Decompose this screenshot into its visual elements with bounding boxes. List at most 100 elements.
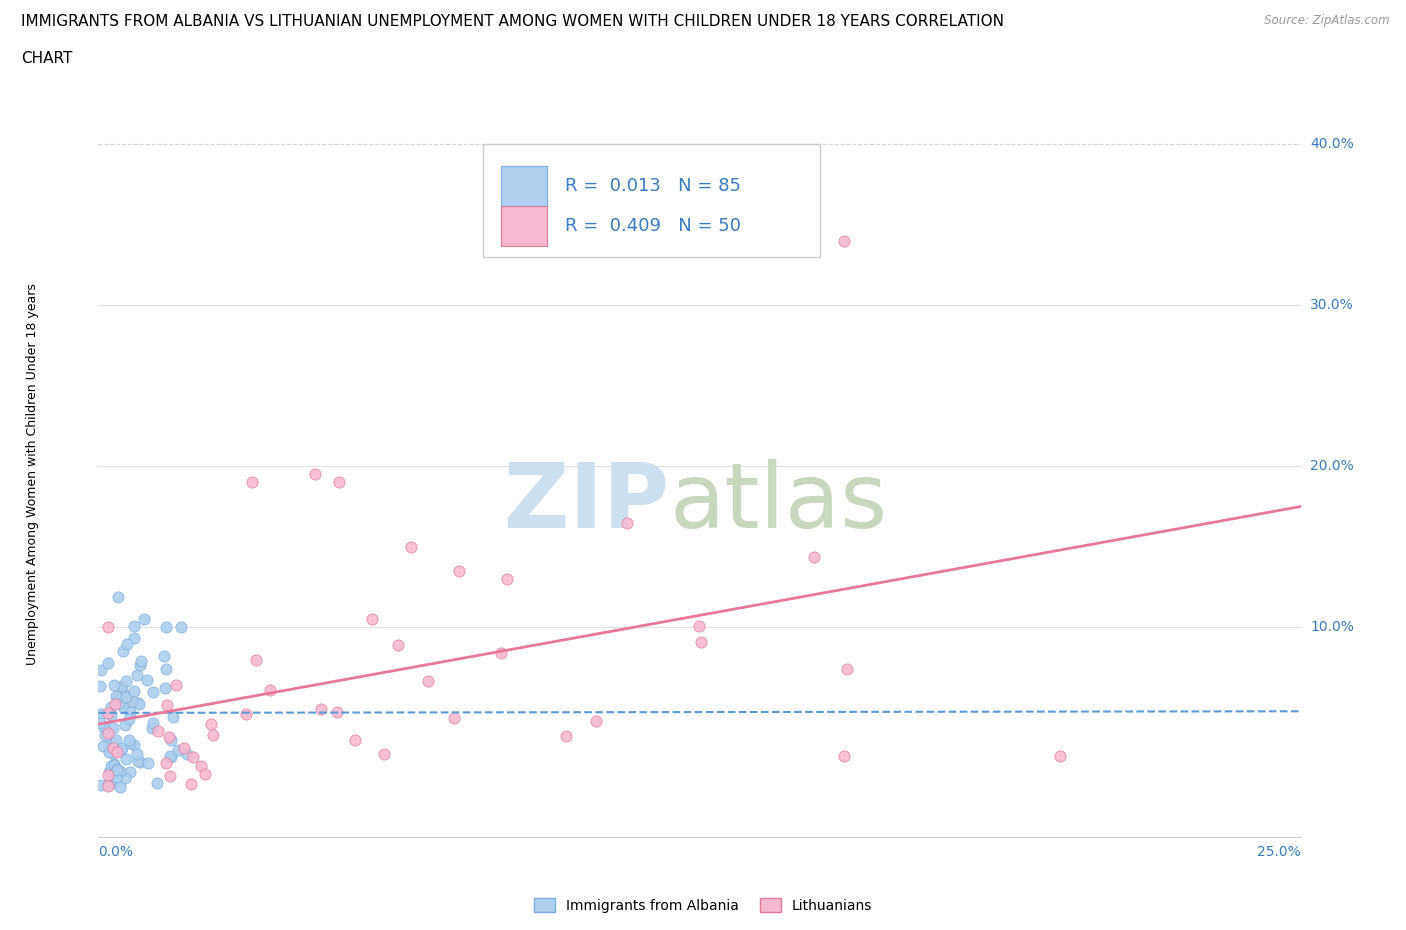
- Point: [98, 734, 121, 749]
- Point: [180, 777, 202, 791]
- Point: [326, 705, 349, 720]
- Point: [259, 683, 281, 698]
- Point: [136, 756, 159, 771]
- Point: [135, 672, 157, 687]
- Point: [97, 768, 120, 783]
- Point: [200, 717, 222, 732]
- Point: [104, 736, 127, 751]
- Point: [97, 706, 120, 721]
- Text: 20.0%: 20.0%: [1310, 459, 1354, 473]
- Point: [311, 702, 333, 717]
- Point: [111, 685, 134, 700]
- Point: [328, 475, 350, 490]
- Point: [93, 727, 115, 742]
- Point: [155, 620, 177, 635]
- Point: [97, 745, 120, 760]
- Point: [105, 689, 128, 704]
- Point: [155, 756, 177, 771]
- Point: [105, 745, 128, 760]
- Legend: Immigrants from Albania, Lithuanians: Immigrants from Albania, Lithuanians: [529, 893, 877, 919]
- Point: [105, 763, 128, 777]
- Point: [93, 738, 115, 753]
- Point: [100, 699, 122, 714]
- Point: [107, 689, 129, 704]
- Point: [90, 707, 112, 722]
- Text: 40.0%: 40.0%: [1310, 137, 1354, 151]
- Point: [103, 757, 125, 772]
- Point: [153, 648, 176, 663]
- Point: [112, 644, 135, 658]
- Point: [120, 705, 142, 720]
- Point: [155, 661, 177, 676]
- Point: [118, 736, 141, 751]
- Point: [142, 684, 165, 699]
- Point: [96, 777, 118, 792]
- Point: [399, 539, 422, 554]
- Point: [115, 636, 138, 651]
- Point: [97, 725, 120, 740]
- Point: [159, 768, 181, 783]
- Point: [107, 590, 129, 604]
- Point: [111, 741, 134, 756]
- Point: [373, 746, 395, 761]
- Point: [108, 780, 131, 795]
- Point: [118, 711, 141, 726]
- Point: [585, 714, 607, 729]
- Point: [90, 662, 112, 677]
- Point: [93, 720, 115, 735]
- Point: [101, 721, 124, 736]
- Point: [170, 619, 193, 634]
- Point: [98, 764, 121, 779]
- Point: [387, 638, 409, 653]
- Point: [97, 655, 120, 670]
- Point: [162, 710, 184, 724]
- Text: Source: ZipAtlas.com: Source: ZipAtlas.com: [1264, 14, 1389, 27]
- Point: [128, 697, 150, 711]
- Point: [97, 619, 120, 634]
- Point: [141, 721, 163, 736]
- FancyBboxPatch shape: [501, 166, 547, 206]
- Point: [202, 727, 225, 742]
- Point: [127, 696, 149, 711]
- Point: [159, 749, 181, 764]
- Point: [122, 737, 145, 752]
- Point: [803, 550, 825, 565]
- Point: [491, 645, 513, 660]
- Point: [100, 776, 122, 790]
- Point: [105, 769, 128, 784]
- Point: [1049, 749, 1071, 764]
- Point: [181, 750, 204, 764]
- Point: [124, 684, 146, 698]
- Point: [156, 698, 179, 712]
- Text: Unemployment Among Women with Children Under 18 years: Unemployment Among Women with Children U…: [25, 284, 39, 665]
- Point: [122, 631, 145, 645]
- Point: [103, 677, 125, 692]
- Point: [166, 742, 188, 757]
- Text: 25.0%: 25.0%: [1257, 845, 1301, 859]
- Point: [160, 751, 183, 765]
- Point: [132, 612, 155, 627]
- Point: [616, 515, 638, 530]
- Text: IMMIGRANTS FROM ALBANIA VS LITHUANIAN UNEMPLOYMENT AMONG WOMEN WITH CHILDREN UND: IMMIGRANTS FROM ALBANIA VS LITHUANIAN UN…: [21, 14, 1004, 29]
- Point: [131, 654, 153, 669]
- Point: [160, 733, 183, 748]
- Point: [240, 475, 263, 490]
- Point: [104, 697, 127, 711]
- Point: [118, 732, 141, 747]
- Point: [105, 765, 128, 780]
- Point: [89, 679, 111, 694]
- Point: [114, 770, 136, 785]
- Point: [173, 741, 195, 756]
- Point: [111, 679, 134, 694]
- Point: [122, 618, 145, 633]
- Point: [245, 652, 267, 667]
- Point: [832, 749, 855, 764]
- Point: [129, 658, 152, 672]
- Point: [146, 776, 169, 790]
- Point: [104, 743, 127, 758]
- Text: R =  0.409   N = 50: R = 0.409 N = 50: [565, 217, 741, 235]
- Point: [101, 746, 124, 761]
- Point: [418, 673, 440, 688]
- Point: [89, 716, 111, 731]
- Point: [690, 635, 713, 650]
